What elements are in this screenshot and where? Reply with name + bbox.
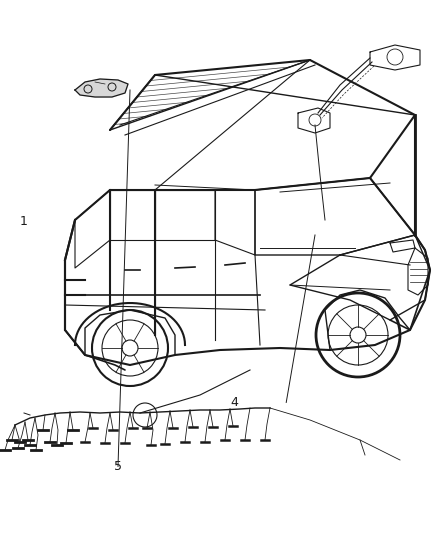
- Polygon shape: [75, 79, 128, 97]
- Text: 4: 4: [230, 396, 238, 409]
- Text: 1: 1: [20, 215, 28, 228]
- Text: 5: 5: [114, 460, 122, 473]
